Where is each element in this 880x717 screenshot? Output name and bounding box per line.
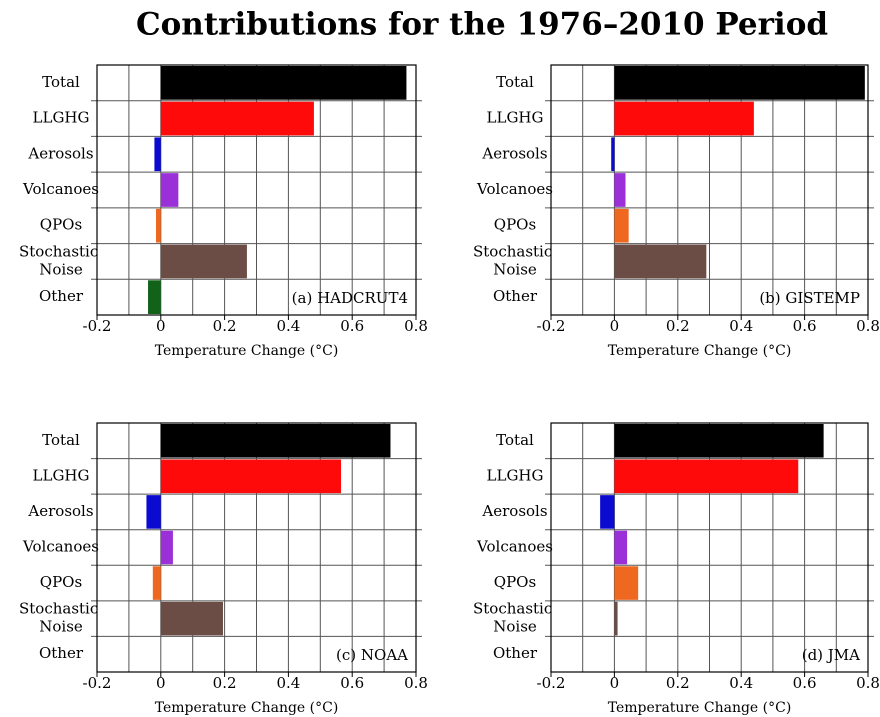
- x-tick-label: 0.6: [793, 674, 817, 692]
- x-tick-label: 0.8: [404, 317, 428, 335]
- bar: [160, 424, 391, 458]
- bar: [146, 495, 161, 529]
- category-label: Total: [496, 431, 534, 449]
- category-label: Total: [42, 73, 80, 91]
- x-tick-label: 0: [156, 317, 166, 335]
- bar: [156, 208, 161, 243]
- bar: [614, 66, 865, 100]
- bar: [160, 101, 314, 136]
- x-tick-label: -0.2: [537, 317, 566, 335]
- category-label: Aerosols: [481, 502, 547, 520]
- category-label: Aerosols: [27, 502, 93, 520]
- x-tick-label: 0.8: [856, 317, 880, 335]
- figure-title: Contributions for the 1976–2010 Period: [136, 7, 828, 43]
- category-label: Other: [39, 287, 84, 305]
- bar: [160, 244, 247, 279]
- x-tick-label: 0.4: [729, 317, 753, 335]
- x-axis-label: Temperature Change (°C): [155, 343, 339, 359]
- x-tick-label: -0.2: [83, 674, 112, 692]
- category-label: QPOs: [40, 573, 82, 591]
- bar: [160, 601, 224, 636]
- category-label: Volcanoes: [476, 180, 553, 198]
- category-label: Total: [496, 73, 534, 91]
- x-axis-label: Temperature Change (°C): [155, 700, 339, 716]
- bar: [148, 280, 161, 314]
- plot-frame: [550, 64, 869, 316]
- bar: [614, 566, 639, 600]
- category-label: Volcanoes: [476, 538, 553, 556]
- plot-frame: [550, 422, 869, 673]
- bar: [600, 495, 615, 529]
- bar: [614, 101, 754, 136]
- bar: [160, 530, 173, 565]
- bar: [611, 137, 615, 172]
- x-tick-label: 0.2: [213, 317, 237, 335]
- x-tick-label: -0.2: [83, 317, 112, 335]
- category-label: QPOs: [494, 216, 536, 234]
- category-label: Aerosols: [27, 144, 93, 162]
- x-tick-label: 0.4: [276, 317, 300, 335]
- x-tick-label: 0.8: [856, 674, 880, 692]
- x-tick-label: 0.8: [404, 674, 428, 692]
- category-label: LLGHG: [33, 466, 90, 484]
- plot-frame: [96, 64, 417, 316]
- x-axis-label: Temperature Change (°C): [608, 700, 792, 716]
- bar: [614, 173, 626, 207]
- x-tick-label: 0.2: [666, 317, 690, 335]
- panel: Total LLGHG Aerosols Volcanoes QPOs Stochasti…: [473, 64, 880, 359]
- x-tick-label: 0.4: [276, 674, 300, 692]
- category-label: Volcanoes: [22, 538, 99, 556]
- panel: Total LLGHG Aerosols Volcanoes QPOs Stochasti…: [19, 422, 428, 716]
- x-tick-label: 0.6: [793, 317, 817, 335]
- x-tick-label: 0: [156, 674, 166, 692]
- x-tick-label: 0.4: [729, 674, 753, 692]
- bar: [614, 530, 628, 565]
- category-label: LLGHG: [487, 466, 544, 484]
- panel: Total LLGHG Aerosols Volcanoes QPOs Stochasti…: [473, 422, 880, 716]
- category-label: QPOs: [494, 573, 536, 591]
- bar: [614, 208, 629, 243]
- category-label: Stochastic Noise: [19, 242, 103, 278]
- bar: [614, 601, 618, 636]
- category-label: Stochastic Noise: [473, 242, 557, 278]
- panel: Total LLGHG Aerosols Volcanoes QPOs Stochasti…: [19, 64, 428, 359]
- category-label: Stochastic Noise: [473, 600, 557, 636]
- x-tick-label: 0: [610, 317, 620, 335]
- bar: [160, 173, 179, 207]
- category-label: Total: [42, 431, 80, 449]
- plot-frame: [96, 422, 417, 673]
- panel-annotation: (d) JMA: [802, 646, 860, 664]
- category-label: Volcanoes: [22, 180, 99, 198]
- category-label: QPOs: [40, 216, 82, 234]
- bar: [614, 459, 799, 494]
- category-label: LLGHG: [487, 109, 544, 127]
- panel-annotation: (c) NOAA: [336, 646, 408, 664]
- panel-annotation: (a) HADCRUT4: [292, 289, 408, 307]
- bar: [614, 424, 824, 458]
- panel-annotation: (b) GISTEMP: [759, 289, 860, 307]
- category-label: Other: [493, 644, 538, 662]
- category-label: Other: [39, 644, 84, 662]
- x-axis-label: Temperature Change (°C): [608, 343, 792, 359]
- x-tick-label: 0.6: [340, 317, 364, 335]
- bar: [152, 566, 161, 600]
- x-tick-label: -0.2: [537, 674, 566, 692]
- x-tick-label: 0.6: [340, 674, 364, 692]
- bar: [160, 66, 407, 100]
- bar: [614, 244, 707, 279]
- bar: [154, 137, 161, 172]
- x-tick-label: 0.2: [666, 674, 690, 692]
- x-tick-label: 0: [610, 674, 620, 692]
- category-label: LLGHG: [33, 109, 90, 127]
- x-tick-label: 0.2: [213, 674, 237, 692]
- category-label: Aerosols: [481, 144, 547, 162]
- category-label: Other: [493, 287, 538, 305]
- bar: [160, 459, 342, 494]
- category-label: Stochastic Noise: [19, 600, 103, 636]
